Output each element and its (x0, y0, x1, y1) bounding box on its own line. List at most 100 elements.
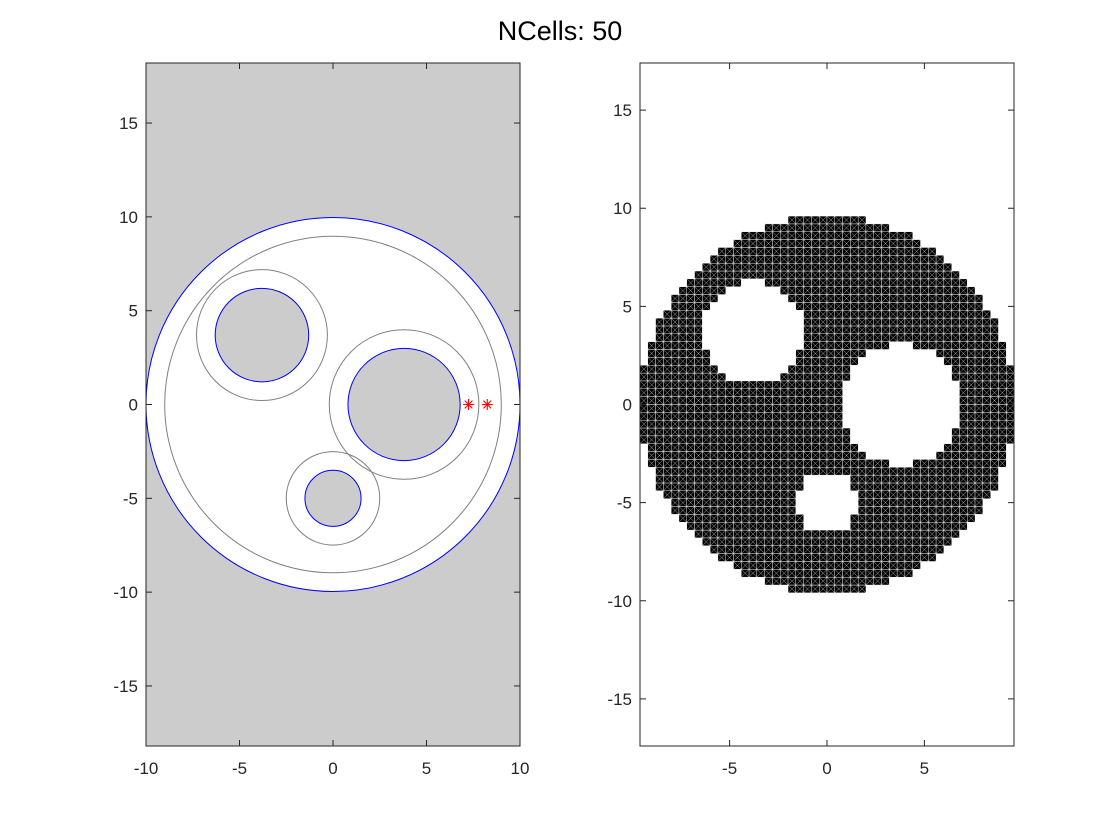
mesh-cell (959, 498, 968, 507)
mesh-cell (896, 514, 906, 523)
mesh-cell (787, 482, 797, 491)
mesh-cell (764, 514, 773, 523)
mesh-cell (951, 341, 960, 350)
mesh-cell (982, 341, 991, 350)
mesh-cell (764, 247, 773, 256)
mesh-cell (998, 420, 1007, 429)
mesh-cell (694, 302, 703, 311)
mesh-cell (678, 467, 687, 476)
mesh-cell (842, 341, 851, 350)
mesh-cell (873, 514, 882, 523)
mesh-cell (709, 467, 719, 476)
right-ytick-label: -10 (607, 592, 632, 611)
mesh-cell (764, 553, 773, 562)
mesh-cell (725, 522, 734, 531)
mesh-cell (764, 255, 773, 264)
mesh-cell (857, 223, 867, 232)
mesh-cell (912, 317, 921, 327)
mesh-cell (881, 317, 890, 327)
mesh-cell (670, 310, 680, 319)
mesh-cell (694, 529, 703, 539)
mesh-cell (826, 396, 835, 405)
mesh-cell (670, 506, 680, 515)
mesh-cell (655, 372, 664, 382)
mesh-cell (725, 404, 734, 413)
mesh-cell (748, 420, 758, 429)
mesh-cell (780, 262, 789, 272)
mesh-cell (881, 545, 890, 554)
mesh-cell (881, 506, 890, 515)
mesh-cell (756, 490, 765, 499)
mesh-cell (811, 537, 820, 546)
mesh-cell (826, 239, 835, 248)
mesh-cell (826, 412, 835, 421)
mesh-cell (834, 357, 843, 366)
mesh-cell (881, 239, 890, 248)
mesh-cell (819, 223, 828, 232)
mesh-cell (834, 467, 843, 476)
mesh-cell (967, 396, 976, 405)
mesh-cell (787, 427, 797, 437)
mesh-cell (865, 294, 874, 303)
mesh-cell (896, 247, 906, 256)
mesh-cell (990, 474, 999, 484)
mesh-cell (748, 247, 758, 256)
mesh-cell (803, 341, 812, 350)
mesh-cell (881, 529, 890, 539)
mesh-cell (678, 404, 687, 413)
mesh-cell (756, 498, 765, 507)
mesh-cell (865, 577, 874, 586)
mesh-cell (717, 537, 726, 546)
mesh-cell (850, 247, 859, 256)
mesh-cell (896, 325, 906, 334)
mesh-cell (686, 294, 695, 303)
mesh-cell (881, 325, 890, 334)
mesh-cell (865, 247, 874, 256)
mesh-cell (780, 388, 789, 397)
mesh-cell (717, 404, 726, 413)
mesh-cell (756, 451, 765, 460)
mesh-cell (857, 459, 867, 468)
mesh-cell (725, 498, 734, 507)
mesh-cell (819, 357, 828, 366)
mesh-cell (725, 278, 734, 287)
mesh-cell (951, 357, 960, 366)
mesh-cell (725, 537, 734, 546)
mesh-cell (967, 474, 976, 484)
mesh-cell (904, 302, 913, 311)
mesh-cell (857, 286, 867, 295)
mesh-cell (959, 506, 968, 515)
mesh-cell (967, 435, 976, 444)
mesh-cell (904, 294, 913, 303)
mesh-cell (655, 365, 664, 374)
mesh-cell (912, 270, 921, 280)
mesh-cell (686, 522, 695, 531)
mesh-cell (756, 537, 765, 546)
mesh-cell (967, 427, 976, 437)
mesh-cell (842, 270, 851, 280)
mesh-cell (819, 537, 828, 546)
mesh-cell (678, 451, 687, 460)
mesh-cell (857, 553, 867, 562)
mesh-cell (748, 396, 758, 405)
mesh-cell (803, 529, 812, 539)
mesh-cell (670, 427, 680, 437)
mesh-cell (795, 380, 804, 389)
mesh-cell (670, 474, 680, 484)
mesh-cell (733, 404, 742, 413)
mesh-cell (967, 514, 976, 523)
mesh-cell (717, 427, 726, 437)
left-ticks: -10 -5 0 5 10 -15 -10 -5 0 5 10 15 (113, 63, 529, 778)
mesh-cell (756, 435, 765, 444)
mesh-cell (998, 372, 1007, 382)
mesh-cell (655, 349, 664, 358)
mesh-cell (834, 412, 843, 421)
mesh-cell (694, 310, 703, 319)
mesh-cell (655, 333, 664, 342)
mesh-cell (904, 270, 913, 280)
mesh-cell (967, 333, 976, 342)
mesh-cell (842, 577, 851, 586)
asterisk-marker (481, 399, 493, 410)
figure-title: NCells: 50 (497, 16, 623, 46)
mesh-cell (663, 380, 672, 389)
